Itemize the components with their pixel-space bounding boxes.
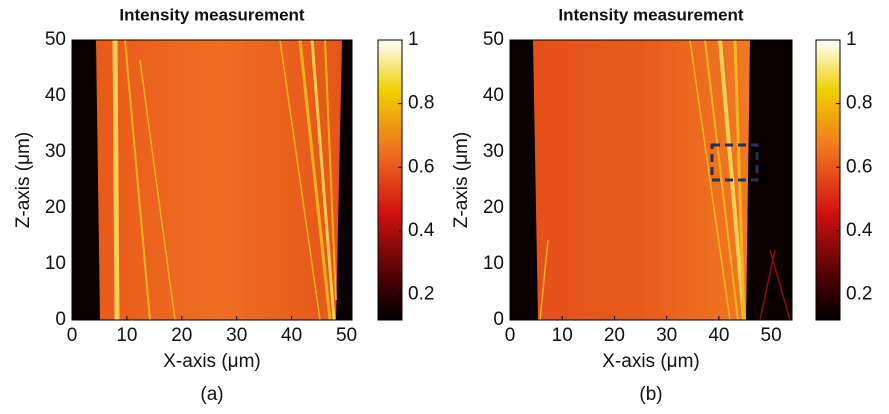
colorbar-tick-label: 0.6 bbox=[408, 156, 434, 177]
plot-frame bbox=[71, 39, 353, 321]
colorbar-tick-label: 0.8 bbox=[408, 93, 434, 114]
chart-title: Intensity measurement bbox=[558, 5, 744, 24]
x-tick-label: 10 bbox=[116, 325, 137, 346]
y-tick-label: 20 bbox=[483, 197, 504, 218]
x-tick-label: 50 bbox=[761, 325, 782, 346]
y-tick-label: 10 bbox=[45, 253, 66, 274]
y-tick-label: 50 bbox=[483, 29, 504, 50]
panel-label: (a) bbox=[200, 384, 223, 405]
x-tick-label: 40 bbox=[281, 325, 302, 346]
colorbar-tick-label: 0.2 bbox=[408, 284, 434, 305]
colorbar-tick-label: 0.6 bbox=[846, 156, 872, 177]
y-tick-label: 30 bbox=[45, 141, 66, 162]
x-tick-label: 50 bbox=[336, 325, 357, 346]
colorbar-tick-label: 0.8 bbox=[846, 93, 872, 114]
x-axis-label: X-axis (μm) bbox=[602, 351, 700, 372]
colorbar-tick-label: 0.4 bbox=[408, 220, 435, 241]
y-tick-label: 40 bbox=[483, 85, 504, 106]
x-tick-label: 0 bbox=[505, 325, 516, 346]
y-tick-label: 0 bbox=[493, 309, 504, 330]
x-tick-label: 30 bbox=[226, 325, 247, 346]
panel-label: (b) bbox=[639, 384, 662, 405]
x-tick-label: 20 bbox=[171, 325, 192, 346]
y-tick-label: 50 bbox=[45, 29, 66, 50]
x-tick-label: 20 bbox=[604, 325, 625, 346]
x-tick-label: 30 bbox=[656, 325, 677, 346]
y-tick-label: 40 bbox=[45, 85, 66, 106]
colorbar-tick-label: 1 bbox=[408, 29, 419, 50]
plot-frame bbox=[509, 39, 793, 321]
y-tick-label: 0 bbox=[55, 309, 66, 330]
colorbar bbox=[815, 39, 841, 321]
y-tick-label: 30 bbox=[483, 141, 504, 162]
y-tick-label: 20 bbox=[45, 197, 66, 218]
y-axis-label: Z-axis (μm) bbox=[13, 132, 34, 228]
y-axis-label: Z-axis (μm) bbox=[451, 132, 472, 228]
x-axis-label: X-axis (μm) bbox=[163, 351, 261, 372]
colorbar-tick-label: 1 bbox=[846, 29, 857, 50]
colorbar bbox=[377, 39, 403, 321]
chart-title: Intensity measurement bbox=[119, 5, 305, 24]
x-tick-label: 10 bbox=[552, 325, 573, 346]
colorbar-tick-label: 0.2 bbox=[846, 284, 872, 305]
y-tick-label: 10 bbox=[483, 253, 504, 274]
heatmap-image bbox=[72, 39, 352, 321]
heatmap-image bbox=[510, 39, 792, 321]
x-tick-label: 0 bbox=[67, 325, 78, 346]
x-tick-label: 40 bbox=[708, 325, 729, 346]
colorbar-tick-label: 0.4 bbox=[846, 220, 873, 241]
